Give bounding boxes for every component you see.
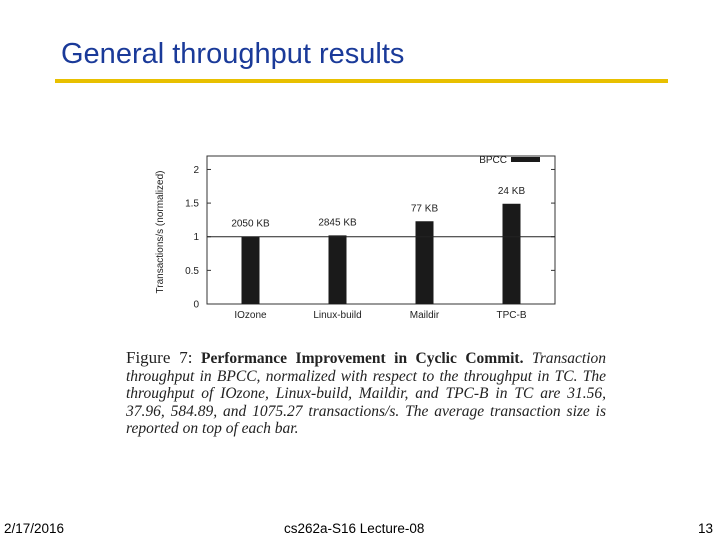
plot-frame xyxy=(206,155,556,305)
legend-label: BPCC xyxy=(479,155,507,166)
bar-size-label: 77 KB xyxy=(411,203,439,214)
bar-iozone xyxy=(241,236,260,304)
slide-title: General throughput results xyxy=(61,38,405,70)
y-tick-label: 1 xyxy=(193,232,199,243)
bar-size-label: 2050 KB xyxy=(231,219,270,230)
figure-heading: Performance Improvement in Cyclic Commit… xyxy=(200,350,524,367)
footer-page-number: 13 xyxy=(698,521,714,536)
figure-body: Transaction throughput in BPCC, normaliz… xyxy=(126,350,607,437)
bar-size-label: 2845 KB xyxy=(318,217,357,228)
figure-caption: Figure 7: Performance Improvement in Cyc… xyxy=(126,349,606,438)
x-tick-label: IOzone xyxy=(234,310,267,321)
bar-tpc-b xyxy=(502,203,521,304)
throughput-bar-chart: 0 0.5 1 1.5 2 Transactions/s (normalized) IOzo… xyxy=(155,155,556,321)
x-tick-label: TPC-B xyxy=(497,310,527,321)
legend-swatch xyxy=(511,157,540,162)
y-tick-label: 1.5 xyxy=(185,199,199,210)
figure-label: Figure 7: xyxy=(126,348,193,367)
y-axis-label: Transactions/s (normalized) xyxy=(155,170,166,293)
bar-maildir xyxy=(415,221,434,304)
title-underline xyxy=(55,79,668,83)
y-tick-label: 2 xyxy=(193,165,199,176)
bar-size-label: 24 KB xyxy=(498,186,526,197)
y-tick-label: 0.5 xyxy=(185,266,199,277)
bar-linux-build xyxy=(328,235,347,304)
footer-course: cs262a-S16 Lecture-08 xyxy=(284,521,425,536)
x-tick-label: Maildir xyxy=(410,310,440,321)
y-tick-label: 0 xyxy=(193,300,199,311)
x-tick-label: Linux-build xyxy=(313,310,361,321)
footer-date: 2/17/2016 xyxy=(4,521,65,536)
